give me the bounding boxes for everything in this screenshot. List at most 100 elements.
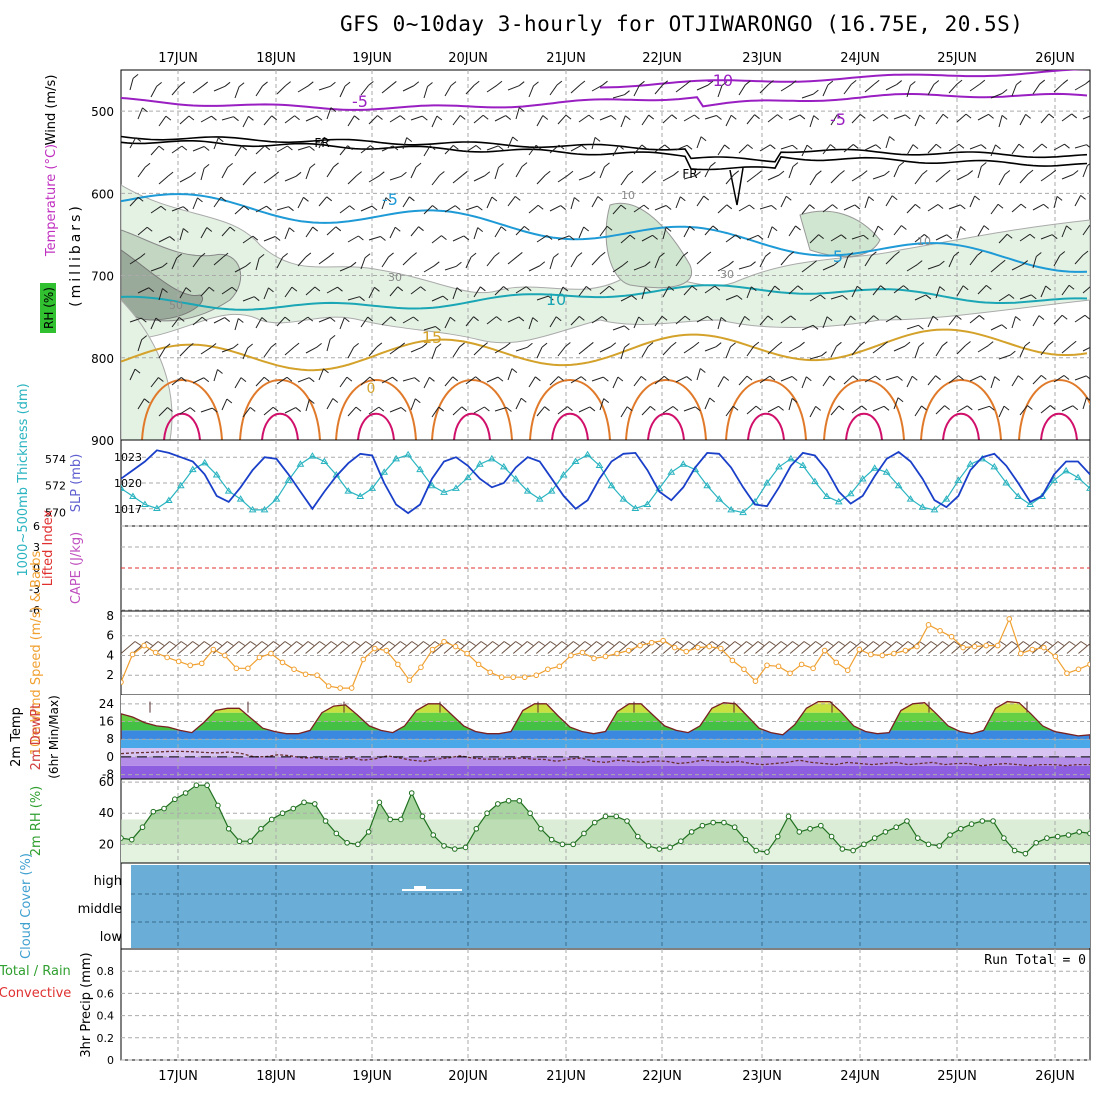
wind-barb-flag (604, 162, 610, 168)
wind10m-barb (593, 641, 609, 654)
thickness-point (727, 505, 735, 513)
wind10m-point (729, 657, 736, 664)
wind-barb-flag (156, 82, 162, 87)
wind10m-barb (1066, 641, 1082, 654)
rh2m-point (516, 797, 523, 804)
wind-barb-flag (401, 171, 407, 177)
rh2m-point (387, 816, 393, 823)
wind-barb (486, 145, 499, 151)
wind-barb (129, 368, 136, 381)
rh2m-point (121, 835, 124, 841)
wind-barb (725, 295, 738, 301)
wind-barb (557, 346, 566, 357)
wind-barb (830, 174, 840, 184)
wind10m-point (198, 660, 205, 667)
wind-barb-flag (413, 316, 419, 322)
wind-barb-flag (288, 227, 295, 233)
wind-barb (570, 144, 582, 152)
thickness-point (834, 497, 843, 505)
temp-color-band (121, 739, 1090, 749)
rh2m-point (408, 790, 415, 796)
wind-barb-flag (1071, 113, 1078, 119)
wind-barb-flag (627, 170, 634, 176)
wind-barb (1074, 254, 1084, 265)
wind-barb-flag (813, 89, 819, 95)
thickness-point (1074, 473, 1082, 481)
wind10m-point (129, 651, 136, 658)
wind-barb (704, 115, 717, 120)
wind-barb (297, 197, 304, 209)
thickness-point (846, 489, 855, 497)
wind-barb-flag (295, 407, 302, 412)
wind-barb-flag (270, 342, 277, 348)
stability-panel: 630-3-6 (29, 520, 1091, 617)
wind-barb (339, 145, 348, 156)
wind-barb (591, 84, 603, 92)
wind-barb-flag (933, 80, 940, 85)
wind-barb (1040, 285, 1047, 298)
wind-barb (612, 325, 625, 331)
bottom-date-label: 17JUN (158, 1069, 198, 1084)
rh2m-point (527, 810, 533, 817)
wind-barb (578, 226, 585, 239)
wind-barb-flag (261, 317, 268, 322)
thickness-point (523, 487, 532, 494)
wind10m-barb-flag (907, 641, 915, 646)
wind-barb (843, 315, 851, 327)
rh2m-point (591, 819, 598, 826)
wind-barb-flag (999, 259, 1006, 265)
wind-barb-flag (723, 376, 730, 381)
wind-barb (893, 114, 906, 120)
thickness-point (619, 495, 628, 502)
wind-barb (234, 265, 246, 273)
cloud-level-label: high (94, 874, 122, 889)
wind-barb (956, 405, 968, 413)
wind-barb-flag (164, 343, 171, 349)
wind-barb (494, 167, 499, 180)
contour-25-lobe (1040, 412, 1078, 440)
wind10m-barb-flag (203, 641, 211, 646)
rh2m-point (204, 782, 210, 789)
wind-barb (557, 114, 567, 125)
wind-barb (410, 226, 419, 237)
wind-barb-flag (307, 316, 314, 322)
wind-barb (746, 286, 752, 299)
wind-barb (284, 407, 296, 414)
wind-barb-flag (1027, 169, 1034, 175)
wind-barb-flag (227, 163, 233, 168)
wind10m-point (775, 663, 782, 670)
wind10m-point (268, 650, 274, 657)
thickness-point (272, 495, 281, 502)
wind-barb (704, 397, 711, 410)
wind-barb-flag (716, 115, 722, 120)
wind-tick-label: 4 (106, 648, 114, 662)
wind-barb-flag (1003, 405, 1010, 411)
contour-freezing-dip (729, 167, 744, 206)
wind-barb (893, 345, 906, 352)
wind-barb (347, 115, 355, 127)
wind-barb-flag (912, 144, 919, 149)
wind-barb (1040, 234, 1053, 240)
wind-barb (549, 84, 558, 96)
wind-barb (654, 375, 665, 385)
wind10m-point (429, 646, 436, 653)
wind-barb (893, 285, 904, 294)
wind-barb-flag (367, 316, 374, 322)
rh-tick-label: 60 (99, 775, 114, 789)
wind-barb-flag (542, 115, 549, 120)
wind10m-point (279, 659, 286, 666)
wind10m-barb (916, 641, 932, 654)
cloud-level-label: low (100, 930, 123, 945)
top-date-axis: 17JUN 18JUN 19JUN 20JUN 21JUN 22JUN 23JUN 24JUN… (158, 51, 1075, 66)
wind-barb (696, 255, 707, 265)
wind-barb-flag (650, 405, 656, 411)
wind-barb-flag (249, 407, 256, 412)
wind-barb (990, 93, 1003, 99)
wind-barb-flag (312, 226, 319, 232)
wind-barb-flag (533, 81, 539, 87)
wind-barb (213, 317, 225, 324)
temp-color-band (121, 765, 1090, 779)
wind-barb (822, 264, 835, 271)
contour-label: 0 (367, 381, 376, 397)
wind-barb (956, 226, 961, 239)
